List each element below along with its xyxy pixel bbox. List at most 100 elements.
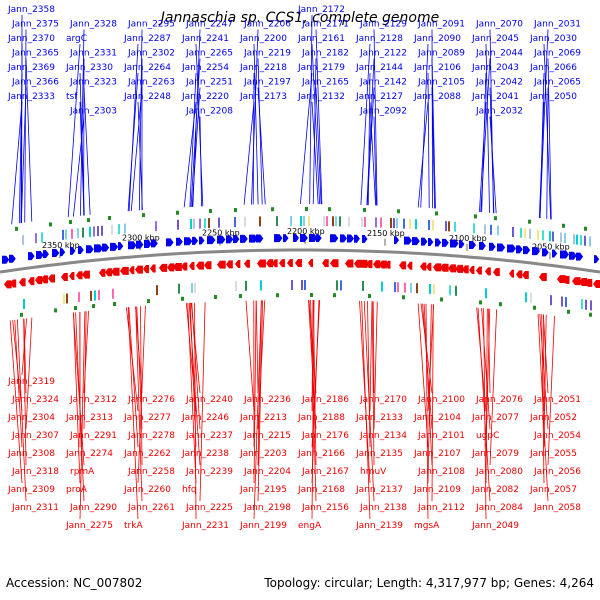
reverse-label-connector: [425, 303, 429, 520]
forward-feature-band: [276, 216, 278, 227]
reverse-feature-band: [394, 282, 396, 293]
forward-feature-band: [118, 224, 120, 235]
reverse-label-connector: [361, 300, 371, 520]
forward-gene-arrow: [249, 234, 258, 243]
reverse-gene-arrow: [204, 261, 212, 270]
forward-gene-arrow: [497, 243, 506, 252]
forward-label-connector: [11, 101, 23, 225]
forward-gene-label: Jann_2106: [413, 63, 461, 73]
rna-marker: [333, 293, 336, 298]
reverse-gene-arrow: [244, 259, 250, 268]
forward-label-connector: [190, 58, 201, 207]
forward-label-connector: [18, 72, 23, 224]
reverse-label-connector: [487, 308, 491, 394]
reverse-feature-band: [178, 283, 180, 294]
forward-gene-arrow: [560, 250, 569, 259]
reverse-feature-band: [585, 299, 587, 310]
forward-gene-arrow: [184, 237, 193, 246]
rna-marker: [328, 207, 331, 212]
reverse-gene-arrow: [379, 260, 387, 269]
forward-feature-band: [190, 218, 192, 229]
reverse-gene-label: ugpC: [476, 431, 499, 441]
forward-gene-label: Jann_2358: [7, 5, 55, 15]
forward-feature-band: [348, 216, 350, 227]
forward-feature-band: [234, 217, 236, 228]
forward-gene-label: Jann_2328: [69, 20, 117, 30]
reverse-gene-label: Jann_2204: [243, 467, 291, 477]
reverse-gene-label: Jann_2109: [413, 485, 461, 495]
reverse-label-connector: [253, 300, 262, 520]
reverse-gene-label: Jann_2056: [533, 467, 581, 477]
scale-label: 2100 kbp: [449, 234, 487, 243]
forward-feature-band: [300, 216, 302, 226]
forward-feature-band: [155, 221, 157, 232]
rna-marker: [214, 295, 217, 300]
forward-gene-label: Jann_2041: [471, 92, 519, 102]
reverse-gene-arrow: [345, 259, 354, 268]
reverse-feature-band: [362, 280, 364, 291]
reverse-feature-band: [78, 292, 80, 303]
forward-label-connector: [251, 29, 259, 205]
reverse-gene-label: Jann_2135: [355, 449, 403, 459]
forward-feature-band: [564, 233, 566, 244]
reverse-gene-arrow: [360, 259, 368, 268]
forward-gene-label: Jann_2264: [123, 63, 171, 73]
forward-gene-arrow: [70, 246, 76, 255]
reverse-label-connector: [311, 300, 320, 484]
reverse-label-connector: [311, 300, 314, 412]
reverse-label-connector: [199, 302, 206, 502]
reverse-gene-arrow: [235, 260, 241, 269]
forward-label-connector: [309, 14, 313, 205]
forward-gene-label: Jann_2369: [7, 63, 55, 73]
forward-gene-arrow: [428, 238, 434, 247]
forward-gene-arrow: [36, 251, 44, 260]
forward-feature-band: [89, 226, 91, 237]
forward-gene-label: Jann_2365: [11, 49, 59, 59]
forward-feature-band: [584, 235, 586, 246]
reverse-gene-label: Jann_2082: [471, 485, 519, 495]
reverse-label-connector: [75, 312, 85, 502]
reverse-label-connector: [128, 307, 139, 448]
reverse-gene-label: Jann_2319: [7, 377, 55, 387]
rna-marker: [147, 299, 150, 304]
reverse-feature-band: [581, 299, 583, 310]
reverse-gene-label: trkA: [124, 521, 143, 531]
forward-gene-label: Jann_2218: [239, 63, 287, 73]
reverse-gene-label: Jann_2312: [69, 395, 117, 405]
reverse-gene-arrow: [462, 265, 469, 274]
reverse-gene-arrow: [330, 259, 339, 268]
reverse-label-connector: [483, 308, 487, 520]
forward-feature-band: [512, 226, 514, 237]
reverse-gene-label: Jann_2055: [529, 449, 577, 459]
reverse-feature-band: [112, 288, 114, 299]
reverse-gene-label: Jann_2261: [127, 503, 175, 513]
reverse-gene-label: Jann_2309: [7, 485, 55, 495]
forward-gene-label: Jann_2366: [11, 78, 59, 88]
reverse-gene-arrow: [217, 260, 226, 269]
forward-gene-label: Jann_2161: [297, 34, 345, 44]
reverse-label-connector: [14, 319, 23, 448]
forward-gene-arrow: [233, 235, 240, 244]
reverse-gene-label: Jann_2313: [65, 413, 113, 423]
reverse-feature-band: [90, 290, 92, 301]
reverse-feature-band: [530, 292, 532, 303]
accession-label: Accession: NC_007802: [6, 576, 143, 590]
reverse-gene-label: Jann_2107: [413, 449, 461, 459]
forward-feature-band: [177, 219, 179, 230]
reverse-label-connector: [23, 318, 27, 466]
forward-feature-band: [497, 225, 499, 236]
forward-gene-label: Jann_2263: [127, 78, 175, 88]
forward-feature-band: [111, 224, 113, 235]
reverse-gene-arrow: [41, 275, 48, 284]
forward-feature-band: [65, 229, 67, 240]
forward-gene-arrow: [394, 236, 400, 245]
forward-gene-arrow: [523, 246, 531, 255]
reverse-label-connector: [537, 313, 549, 502]
reverse-label-connector: [547, 315, 555, 466]
reverse-feature-band: [404, 282, 406, 293]
forward-gene-label: Jann_2179: [297, 63, 345, 73]
forward-gene-arrow: [404, 236, 412, 245]
forward-feature-band: [41, 232, 43, 243]
rna-marker: [113, 302, 116, 307]
forward-label-connector: [538, 101, 545, 219]
